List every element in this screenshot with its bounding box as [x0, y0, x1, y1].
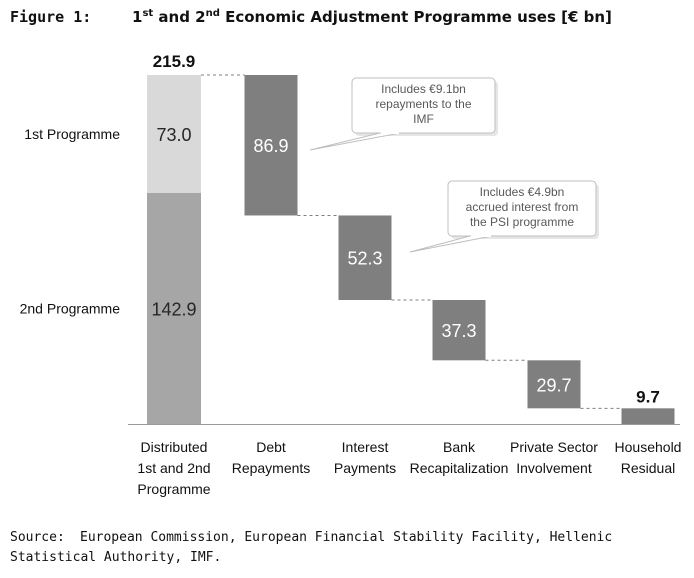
source-note: Source: European Commission, European Fin…: [10, 528, 670, 568]
waterfall-value-label: 52.3: [347, 249, 382, 269]
callout-text: IMF: [413, 112, 434, 126]
category-label: 1st and 2nd: [137, 460, 210, 476]
title-part-3: Economic Adjustment Programme uses [€ bn…: [219, 8, 612, 26]
waterfall-bar: [432, 300, 486, 361]
category-label: Interest: [342, 439, 389, 455]
segment-value-label: 142.9: [151, 300, 196, 320]
category-label: Household: [615, 439, 682, 455]
callout-text: Includes €9.1bn: [381, 82, 466, 96]
callout-text: repayments to the: [375, 97, 471, 111]
waterfall-value-label: 37.3: [441, 321, 476, 341]
waterfall-value-label: 9.7: [636, 387, 660, 406]
callout-box: [447, 180, 597, 237]
bar-segment-first-programme: [147, 75, 201, 194]
category-label: Involvement: [516, 460, 592, 476]
segment-name-label: 2nd Programme: [20, 301, 121, 317]
segment-value-label: 73.0: [156, 125, 191, 145]
figure-title: 1st and 2nd Economic Adjustment Programm…: [132, 8, 612, 26]
title-part-2: and 2: [153, 8, 206, 26]
waterfall-value-label: 29.7: [536, 375, 571, 395]
source-text: European Commission, European Financial …: [10, 530, 613, 565]
title-sup-st: st: [142, 8, 154, 19]
callout-text: Includes €4.9bn: [480, 185, 565, 199]
callout-text: accrued interest from: [466, 200, 579, 214]
category-label: Programme: [137, 481, 210, 497]
category-label: Bank: [443, 439, 476, 455]
title-sup-nd: nd: [205, 8, 220, 19]
figure-label: Figure 1:: [10, 8, 92, 26]
total-value-label: 215.9: [153, 52, 196, 71]
category-label: Recapitalization: [410, 460, 509, 476]
category-label: Private Sector: [510, 439, 598, 455]
category-label: Repayments: [232, 460, 311, 476]
callout-text: the PSI programme: [470, 215, 574, 229]
waterfall-bar: [527, 360, 581, 409]
waterfall-chart: 142.9 2nd Programme 73.0 1st Programme 215.9…: [20, 52, 682, 497]
waterfall-value-label: 86.9: [253, 136, 288, 156]
segment-name-label: 1st Programme: [24, 126, 120, 142]
waterfall-bar: [621, 408, 675, 424]
waterfall-bar: [244, 75, 298, 216]
waterfall-bar: [338, 215, 392, 301]
category-label: Payments: [334, 460, 396, 476]
category-label: Debt: [256, 439, 286, 455]
callout-pointer: [309, 132, 401, 151]
category-label: Residual: [621, 460, 675, 476]
bar-segment-second-programme: [147, 193, 201, 424]
title-part-1: 1: [132, 8, 143, 26]
source-label: Source:: [10, 530, 65, 545]
callout-pointer: [409, 235, 493, 253]
callout-box: [351, 77, 496, 134]
category-label: Distributed: [141, 439, 208, 455]
